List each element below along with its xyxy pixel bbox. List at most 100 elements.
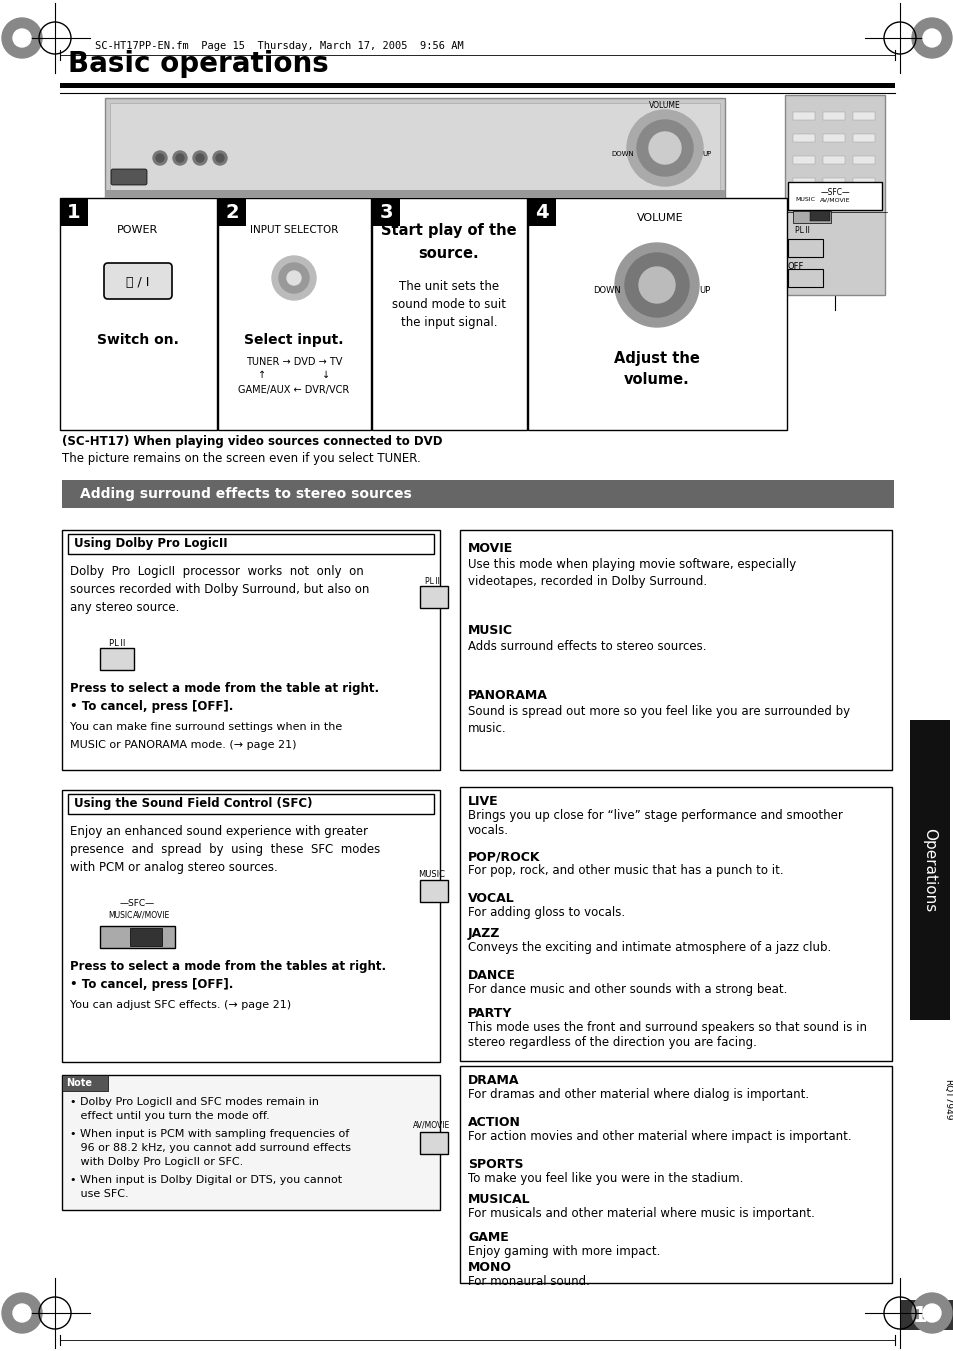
Text: any stereo source.: any stereo source.: [70, 601, 179, 613]
Bar: [62, 1075, 108, 1092]
Text: For pop, rock, and other music that has a punch to it.: For pop, rock, and other music that has …: [468, 865, 782, 877]
Text: 2: 2: [225, 203, 238, 222]
Bar: [792, 211, 830, 223]
Text: MUSIC: MUSIC: [418, 870, 445, 880]
Text: UP: UP: [701, 151, 711, 157]
Text: ACTION: ACTION: [468, 1116, 520, 1129]
Text: PL II: PL II: [794, 226, 809, 235]
Bar: [372, 199, 399, 226]
Text: ↑: ↑: [257, 370, 266, 380]
Text: AV/MOVIE: AV/MOVIE: [133, 911, 171, 920]
Text: Use this mode when playing movie software, especially: Use this mode when playing movie softwar…: [468, 558, 796, 571]
Text: This mode uses the front and surround speakers so that sound is in: This mode uses the front and surround sp…: [468, 1021, 866, 1034]
Text: presence  and  spread  by  using  these  SFC  modes: presence and spread by using these SFC m…: [70, 843, 380, 857]
Circle shape: [626, 109, 702, 186]
Text: Sound is spread out more so you feel like you are surrounded by: Sound is spread out more so you feel lik…: [468, 705, 849, 717]
Text: For adding gloss to vocals.: For adding gloss to vocals.: [468, 907, 624, 919]
Bar: [105, 99, 724, 199]
Bar: [459, 788, 891, 1061]
Text: with PCM or analog stereo sources.: with PCM or analog stereo sources.: [70, 861, 277, 874]
Text: For action movies and other material where impact is important.: For action movies and other material whe…: [468, 1129, 851, 1143]
Bar: [60, 199, 88, 226]
Text: 3: 3: [379, 203, 393, 222]
Text: Press to select a mode from the tables at right.: Press to select a mode from the tables a…: [70, 961, 386, 973]
Bar: [100, 648, 133, 670]
Bar: [822, 155, 844, 163]
Text: ↓: ↓: [321, 370, 330, 380]
Circle shape: [2, 18, 42, 58]
Circle shape: [215, 154, 224, 162]
Bar: [787, 239, 822, 257]
Bar: [62, 530, 439, 770]
Text: PARTY: PARTY: [468, 1006, 512, 1020]
Text: Select input.: Select input.: [244, 332, 343, 347]
Circle shape: [13, 28, 30, 47]
FancyBboxPatch shape: [104, 263, 172, 299]
Text: Switch on.: Switch on.: [97, 332, 179, 347]
Circle shape: [278, 263, 309, 293]
Text: use SFC.: use SFC.: [70, 1189, 129, 1198]
Text: The picture remains on the screen even if you select TUNER.: The picture remains on the screen even i…: [62, 453, 420, 465]
Circle shape: [156, 154, 164, 162]
Circle shape: [911, 18, 951, 58]
Text: videotapes, recorded in Dolby Surround.: videotapes, recorded in Dolby Surround.: [468, 576, 706, 588]
Text: Enjoy gaming with more impact.: Enjoy gaming with more impact.: [468, 1246, 659, 1258]
Bar: [822, 112, 844, 120]
Text: You can adjust SFC effects. (→ page 21): You can adjust SFC effects. (→ page 21): [70, 1000, 291, 1011]
Bar: [68, 534, 434, 554]
Circle shape: [911, 1293, 951, 1333]
Bar: [459, 530, 891, 770]
Text: You can make fine surround settings when in the: You can make fine surround settings when…: [70, 721, 342, 732]
Text: DANCE: DANCE: [468, 969, 516, 982]
Text: Using Dolby Pro LogicII: Using Dolby Pro LogicII: [74, 538, 228, 550]
Text: MONO: MONO: [468, 1260, 512, 1274]
Text: 15: 15: [911, 1306, 941, 1325]
Text: For monaural sound.: For monaural sound.: [468, 1275, 589, 1288]
Text: MUSIC: MUSIC: [794, 197, 814, 203]
Circle shape: [637, 120, 692, 176]
Bar: [852, 178, 874, 186]
Circle shape: [195, 154, 204, 162]
Text: SC-HT17PP-EN.fm  Page 15  Thursday, March 17, 2005  9:56 AM: SC-HT17PP-EN.fm Page 15 Thursday, March …: [95, 41, 463, 51]
Bar: [852, 155, 874, 163]
Bar: [792, 112, 814, 120]
Bar: [419, 586, 448, 608]
Text: Using the Sound Field Control (SFC): Using the Sound Field Control (SFC): [74, 797, 313, 811]
Circle shape: [175, 154, 184, 162]
Text: MUSICAL: MUSICAL: [468, 1193, 530, 1206]
Text: POP/ROCK: POP/ROCK: [468, 850, 540, 863]
Bar: [110, 103, 720, 193]
Circle shape: [213, 151, 227, 165]
Bar: [792, 178, 814, 186]
Text: For musicals and other material where music is important.: For musicals and other material where mu…: [468, 1206, 814, 1220]
Text: UP: UP: [699, 286, 710, 295]
Text: sound mode to suit: sound mode to suit: [392, 299, 505, 311]
Circle shape: [615, 243, 699, 327]
Circle shape: [624, 253, 688, 317]
Text: MUSIC: MUSIC: [108, 911, 132, 920]
Bar: [68, 794, 434, 815]
Text: MUSIC: MUSIC: [468, 624, 513, 638]
Text: For dance music and other sounds with a strong beat.: For dance music and other sounds with a …: [468, 984, 786, 996]
Text: Note: Note: [66, 1078, 91, 1088]
Text: JAZZ: JAZZ: [468, 927, 500, 940]
Text: 4: 4: [535, 203, 548, 222]
Text: • When input is Dolby Digital or DTS, you cannot: • When input is Dolby Digital or DTS, yo…: [70, 1175, 342, 1185]
Bar: [372, 199, 526, 430]
Bar: [218, 199, 246, 226]
Bar: [822, 178, 844, 186]
Bar: [60, 82, 894, 88]
Text: Adds surround effects to stereo sources.: Adds surround effects to stereo sources.: [468, 640, 706, 653]
Text: RQT7949: RQT7949: [943, 1079, 951, 1121]
Text: POWER: POWER: [117, 226, 158, 235]
Text: sources recorded with Dolby Surround, but also on: sources recorded with Dolby Surround, bu…: [70, 584, 369, 596]
Text: TUNER → DVD → TV: TUNER → DVD → TV: [246, 357, 342, 367]
Text: Press to select a mode from the table at right.: Press to select a mode from the table at…: [70, 682, 378, 694]
Text: —SFC—: —SFC—: [820, 188, 849, 197]
Text: effect until you turn the mode off.: effect until you turn the mode off.: [70, 1111, 270, 1121]
Text: volume.: volume.: [623, 373, 689, 388]
Text: Adjust the: Adjust the: [614, 350, 700, 366]
Text: —SFC—: —SFC—: [119, 898, 154, 908]
Bar: [787, 182, 882, 209]
Text: Basic operations: Basic operations: [68, 50, 329, 78]
